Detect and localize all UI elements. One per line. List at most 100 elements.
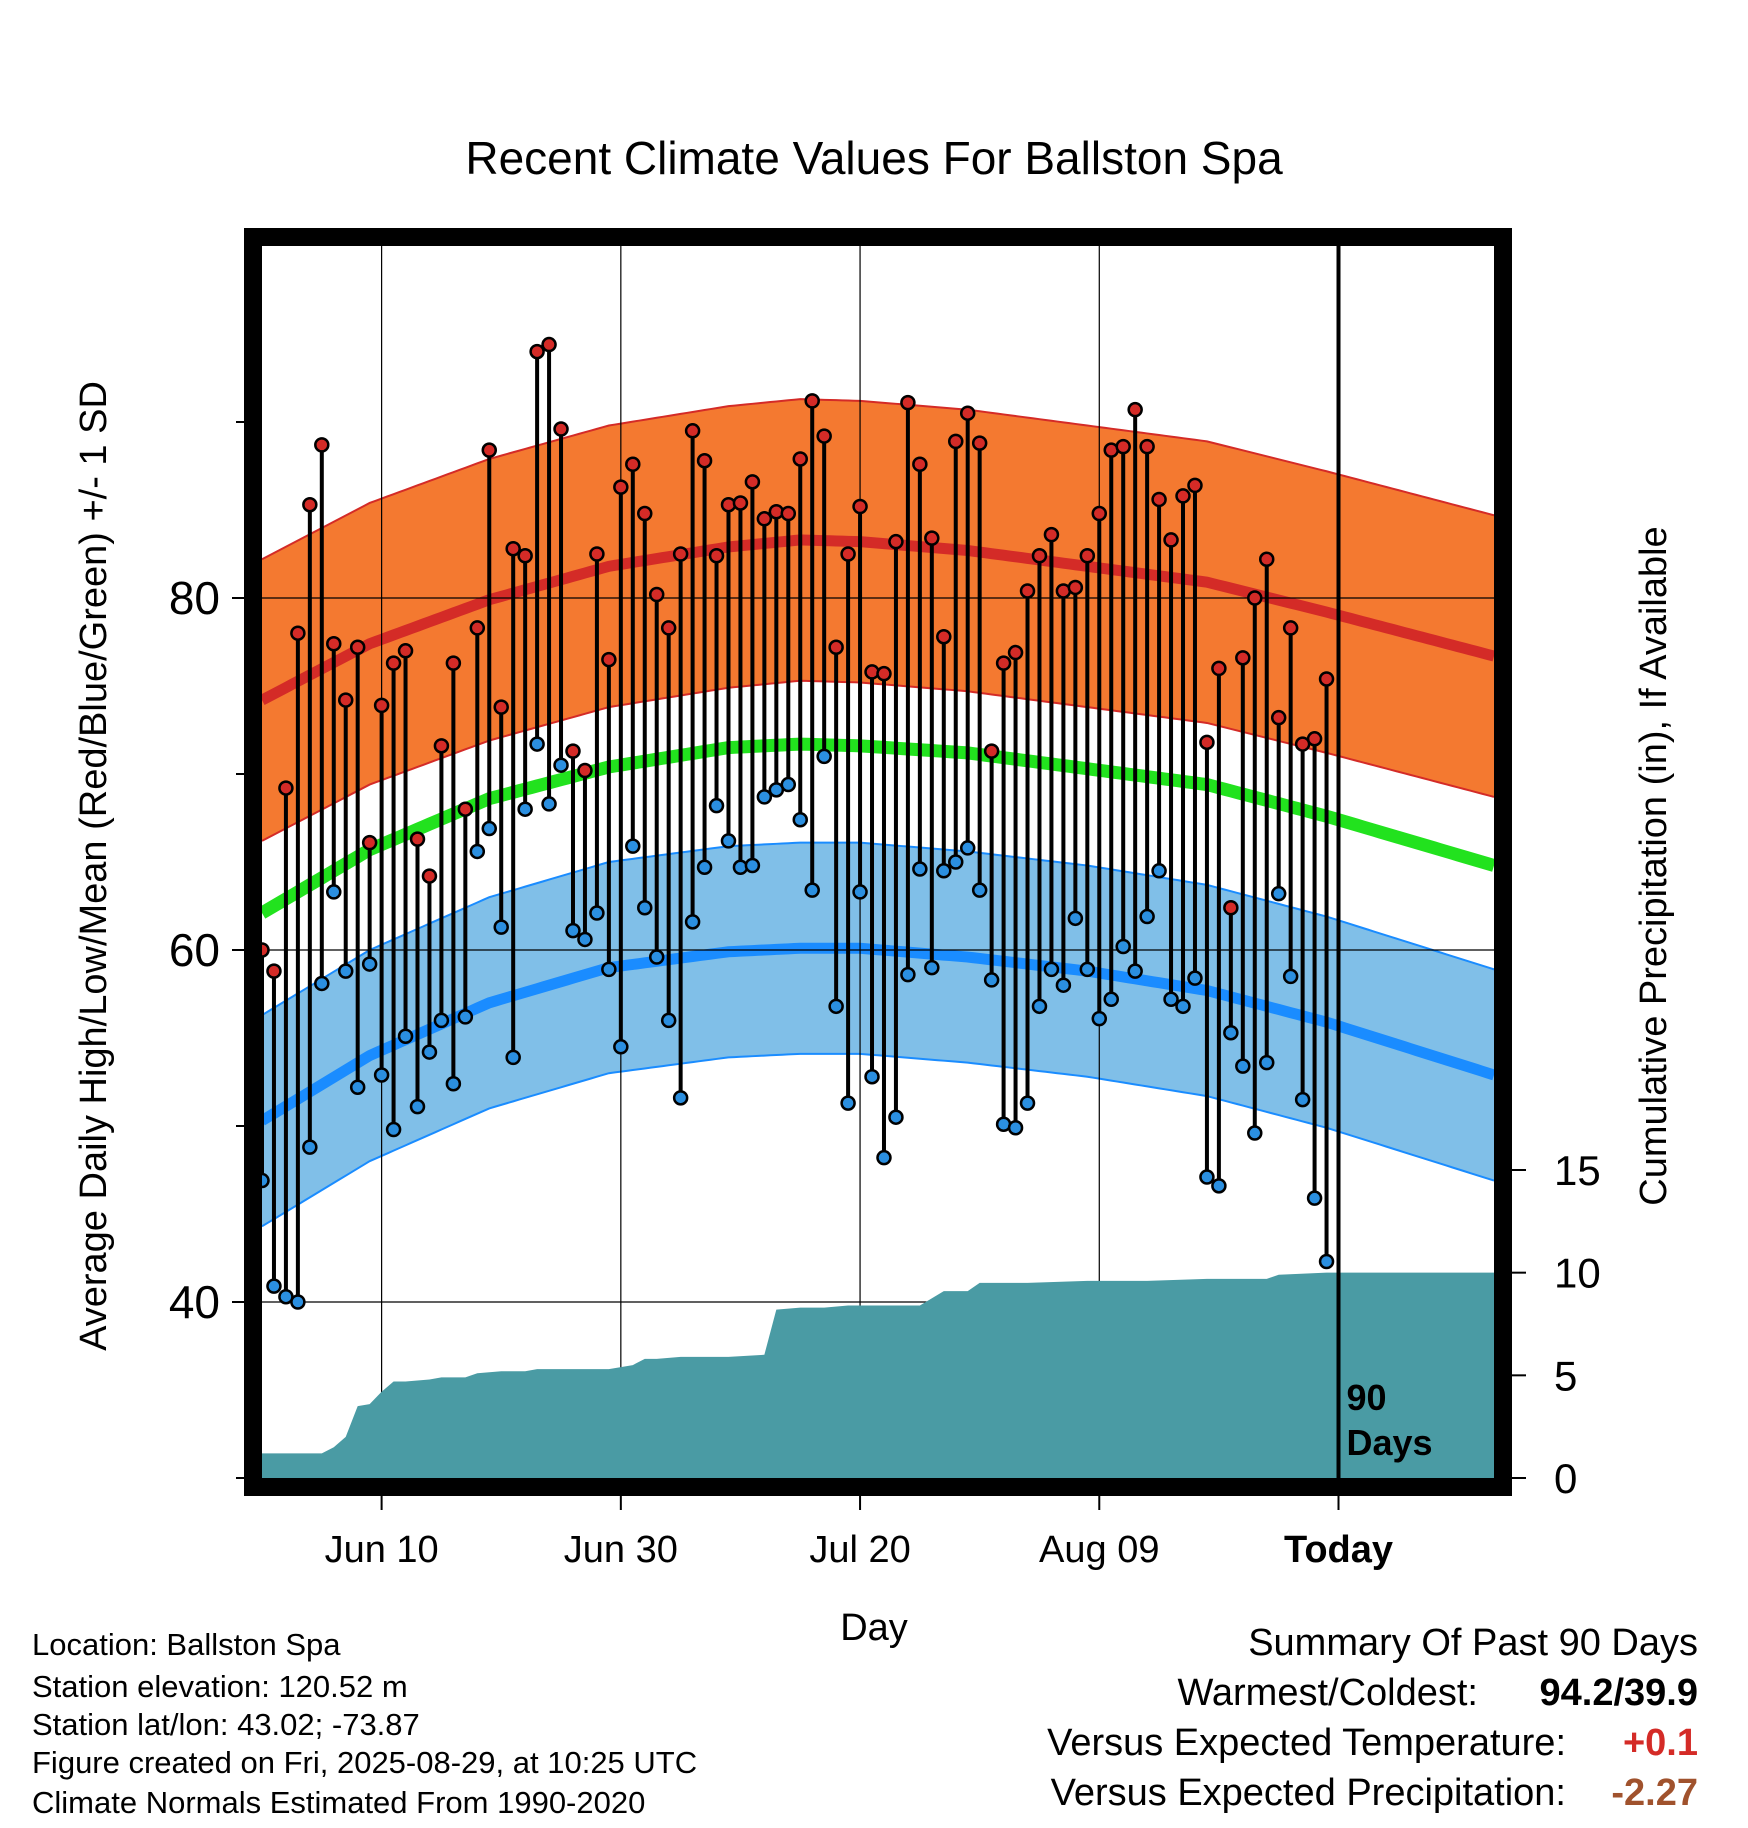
daily-high-point: [278, 780, 294, 796]
daily-high-point: [959, 405, 976, 421]
daily-high-point: [373, 697, 390, 714]
y-right-tick-label: 5: [1554, 1352, 1577, 1399]
daily-low-point: [1115, 938, 1131, 955]
daily-low-point: [708, 797, 725, 814]
x-axis-label: Day: [840, 1607, 908, 1649]
daily-high-point: [947, 433, 964, 450]
daily-low-point: [1067, 910, 1084, 927]
daily-high-point: [553, 421, 569, 437]
high-band-upper-edge: [262, 398, 1494, 561]
daily-low-point: [1151, 863, 1167, 879]
summary-precip-label: Versus Expected Precipitation:: [1050, 1772, 1566, 1814]
y-right-tick-label: 0: [1554, 1455, 1577, 1502]
daily-low-point: [481, 820, 498, 837]
daily-high-point: [290, 625, 306, 641]
daily-low-point: [349, 1079, 366, 1096]
daily-high-point: [780, 505, 797, 522]
daily-high-point: [696, 452, 713, 469]
daily-high-point: [924, 530, 940, 546]
daily-low-point: [780, 776, 797, 793]
daily-high-point: [672, 546, 689, 562]
daily-high-point: [1282, 620, 1299, 636]
daily-low-point: [1175, 998, 1191, 1015]
daily-low-point: [852, 884, 868, 900]
daily-low-point: [1247, 1125, 1263, 1141]
daily-high-point: [1223, 900, 1239, 916]
daily-low-point: [361, 956, 378, 972]
y-tick-label: 60: [169, 924, 220, 976]
daily-high-point: [505, 540, 521, 557]
daily-low-point: [1139, 908, 1155, 925]
daily-high-point: [517, 548, 533, 564]
daily-observations: [254, 336, 1335, 1310]
daily-high-point: [1306, 731, 1323, 747]
daily-high-point: [1031, 548, 1048, 564]
y-axis-right-label: Cumulative Precipitation (in), If Availa…: [1633, 526, 1675, 1205]
daily-high-point: [433, 738, 450, 754]
daily-high-point: [1258, 551, 1275, 568]
daily-low-point: [553, 757, 569, 773]
daily-high-point: [361, 834, 378, 851]
daily-low-point: [1163, 991, 1179, 1008]
daily-high-point: [314, 437, 330, 453]
daily-low-point: [1282, 968, 1299, 985]
daily-high-point: [1043, 526, 1060, 543]
normal-high-line: [262, 534, 1494, 705]
daily-high-point: [888, 533, 904, 550]
daily-low-point: [373, 1067, 390, 1083]
daily-low-point: [421, 1044, 438, 1060]
daily-low-point: [1127, 963, 1143, 979]
daily-high-point: [756, 511, 773, 527]
daily-high-point: [1199, 734, 1215, 751]
daily-high-point: [445, 655, 462, 671]
footer-normals: Climate Normals Estimated From 1990-2020: [32, 1785, 646, 1820]
footer-elevation: Station elevation: 120.52 m: [32, 1669, 408, 1704]
daily-low-point: [720, 833, 737, 849]
daily-high-point: [421, 868, 438, 884]
daily-high-point: [995, 655, 1012, 671]
daily-low-point: [469, 843, 486, 860]
daily-high-point: [983, 743, 1000, 759]
precipitation-area: [262, 1272, 1494, 1478]
daily-high-point: [601, 651, 617, 668]
daily-low-point: [433, 1012, 450, 1029]
daily-low-point: [648, 949, 665, 965]
daily-low-point: [792, 812, 809, 828]
daily-high-point: [876, 665, 892, 682]
daily-high-point: [565, 743, 581, 759]
daily-low-point: [1270, 885, 1287, 902]
daily-low-point: [840, 1095, 856, 1111]
daily-low-point: [613, 1039, 629, 1055]
daily-low-point: [445, 1076, 462, 1092]
daily-high-point: [349, 639, 366, 656]
daily-high-point: [326, 636, 342, 652]
daily-high-point: [900, 394, 916, 411]
daily-high-point: [684, 423, 701, 439]
daily-low-point: [1043, 961, 1060, 978]
daily-low-point: [1103, 991, 1119, 1008]
daily-low-point: [517, 801, 533, 817]
low-sd-band: [262, 842, 1494, 1227]
daily-low-point: [601, 961, 617, 978]
daily-high-point: [648, 586, 665, 603]
daily-high-point: [589, 546, 605, 562]
daily-high-point: [1175, 488, 1191, 504]
summary-warm-cold-value: 94.2/39.9: [1539, 1672, 1698, 1714]
daily-low-point: [314, 975, 330, 992]
daily-high-point: [1127, 401, 1143, 418]
daily-low-point: [983, 972, 1000, 988]
daily-low-point: [302, 1139, 318, 1155]
footer-created: Figure created on Fri, 2025-08-29, at 10…: [32, 1745, 698, 1780]
daily-high-point: [1270, 709, 1287, 726]
daily-high-point: [397, 643, 414, 659]
daily-low-point: [864, 1068, 880, 1085]
daily-high-point: [1019, 583, 1036, 599]
daily-low-point: [290, 1294, 306, 1310]
daily-high-point: [1091, 505, 1108, 522]
y-tick-label: 80: [169, 572, 220, 624]
daily-high-point: [529, 343, 545, 360]
daily-low-point: [541, 796, 557, 812]
y-right-tick-label: 15: [1554, 1147, 1601, 1194]
